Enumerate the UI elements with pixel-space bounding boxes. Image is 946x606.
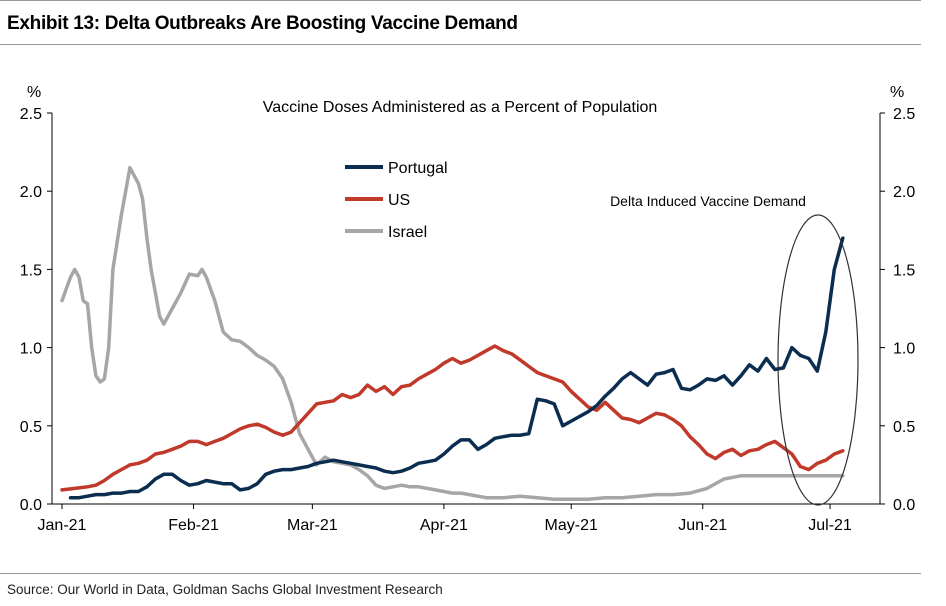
series-line-us [60,344,845,492]
y-ticks-right: 0.0 0.5 1.0 1.5 2.0 2.5 [880,106,915,514]
x-tick-label: Apr-21 [420,517,468,534]
y-tick-label-right: 2.0 [893,184,915,201]
x-tick-label: Mar-21 [287,517,338,534]
delta-annotation: Delta Induced Vaccine Demand [610,193,806,209]
legend: Portugal US Israel [345,160,448,241]
x-tick-label: Jul-21 [808,517,852,534]
exhibit-title: Exhibit 13: Delta Outbreaks Are Boosting… [7,13,518,34]
series-line-portugal [68,236,845,500]
series-line-israel [60,165,845,502]
top-rule [0,0,921,1]
y-ticks-left: 0.0 0.5 1.0 1.5 2.0 2.5 [20,106,52,514]
x-tick-label: Feb-21 [168,517,219,534]
chart-title: Vaccine Doses Administered as a Percent … [263,99,658,116]
y-unit-left: % [27,84,41,101]
y-tick-label-left: 1.0 [20,341,42,358]
legend-label-portugal: Portugal [388,160,448,177]
y-tick-label-right: 0.5 [893,419,915,436]
delta-annotation-ellipse [777,214,859,506]
x-tick-label: Jun-21 [678,517,727,534]
source-note: Source: Our World in Data, Goldman Sachs… [7,582,443,597]
y-tick-label-right: 1.5 [893,262,915,279]
x-ticks: Jan-21 Feb-21 Mar-21 Apr-21 May-21 Jun-21 Jul-… [38,504,852,534]
x-tick-label: Jan-21 [38,517,87,534]
y-tick-label-left: 2.0 [20,184,42,201]
y-tick-label-left: 0.0 [20,497,42,514]
footer-rule [0,573,921,574]
legend-label-us: US [388,192,410,209]
x-tick-label: May-21 [545,517,598,534]
title-rule [0,44,921,45]
y-tick-label-right: 2.5 [893,106,915,123]
y-tick-label-left: 0.5 [20,419,42,436]
y-tick-label-left: 2.5 [20,106,42,123]
y-unit-right: % [890,84,904,101]
y-tick-label-right: 0.0 [893,497,915,514]
y-tick-label-right: 1.0 [893,341,915,358]
y-tick-label-left: 1.5 [20,262,42,279]
series-layer [60,165,845,502]
legend-label-israel: Israel [388,224,427,241]
